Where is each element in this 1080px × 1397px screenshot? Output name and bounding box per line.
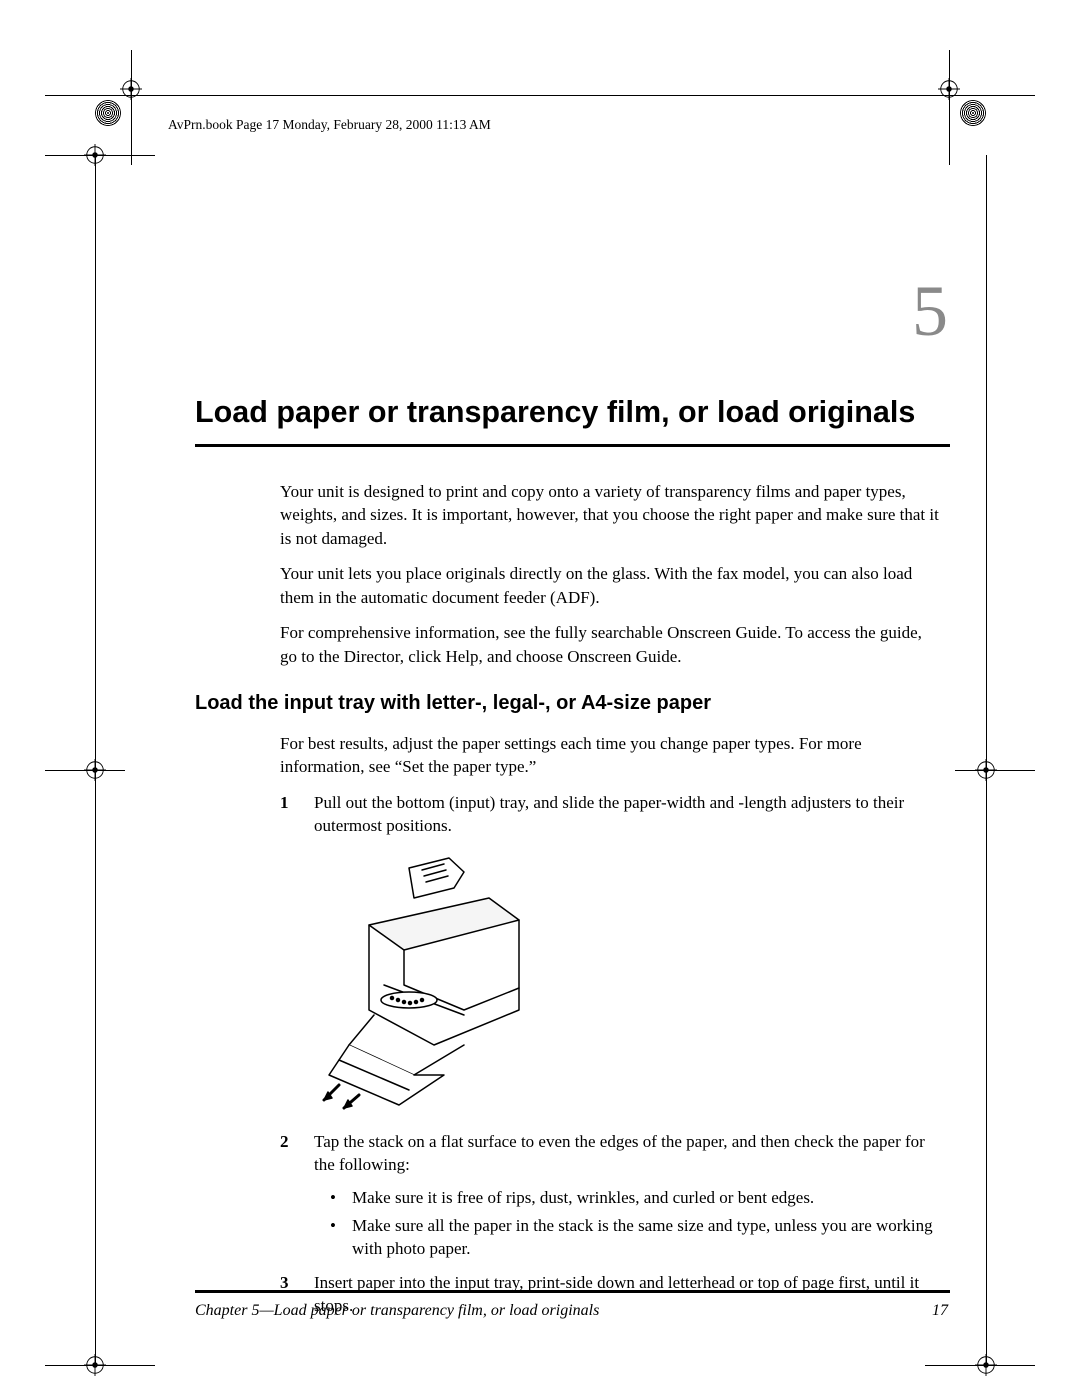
step-number: 2: [280, 1130, 314, 1177]
intro-paragraph: Your unit is designed to print and copy …: [280, 480, 940, 550]
intro-paragraph: Your unit lets you place originals direc…: [280, 562, 940, 609]
body-content: Your unit is designed to print and copy …: [280, 480, 940, 1328]
step-number: 1: [280, 791, 314, 838]
chapter-title: Load paper or transparency film, or load…: [195, 395, 915, 430]
footer-page-number: 17: [932, 1302, 948, 1320]
intro-paragraph: For comprehensive information, see the f…: [280, 621, 940, 668]
bullet-item: • Make sure all the paper in the stack i…: [314, 1214, 940, 1261]
step-1: 1 Pull out the bottom (input) tray, and …: [280, 791, 940, 838]
step-text: Tap the stack on a flat surface to even …: [314, 1130, 940, 1177]
step-2: 2 Tap the stack on a flat surface to eve…: [280, 1130, 940, 1177]
footer-chapter-label: Chapter 5—Load paper or transparency fil…: [195, 1302, 599, 1320]
step-text: Pull out the bottom (input) tray, and sl…: [314, 791, 940, 838]
running-header: AvPrn.book Page 17 Monday, February 28, …: [168, 117, 491, 133]
bullet-text: Make sure it is free of rips, dust, wrin…: [352, 1186, 940, 1209]
section-heading: Load the input tray with letter-, legal-…: [195, 690, 940, 718]
bullet-item: • Make sure it is free of rips, dust, wr…: [314, 1186, 940, 1209]
title-rule: [195, 444, 950, 447]
bullet-list: • Make sure it is free of rips, dust, wr…: [314, 1186, 940, 1260]
bullet-mark-icon: •: [314, 1214, 352, 1261]
printer-illustration: [314, 850, 544, 1110]
footer-rule: [195, 1290, 950, 1293]
bullet-text: Make sure all the paper in the stack is …: [352, 1214, 940, 1261]
bullet-mark-icon: •: [314, 1186, 352, 1209]
chapter-number: 5: [912, 275, 948, 347]
section-lead: For best results, adjust the paper setti…: [280, 732, 940, 779]
